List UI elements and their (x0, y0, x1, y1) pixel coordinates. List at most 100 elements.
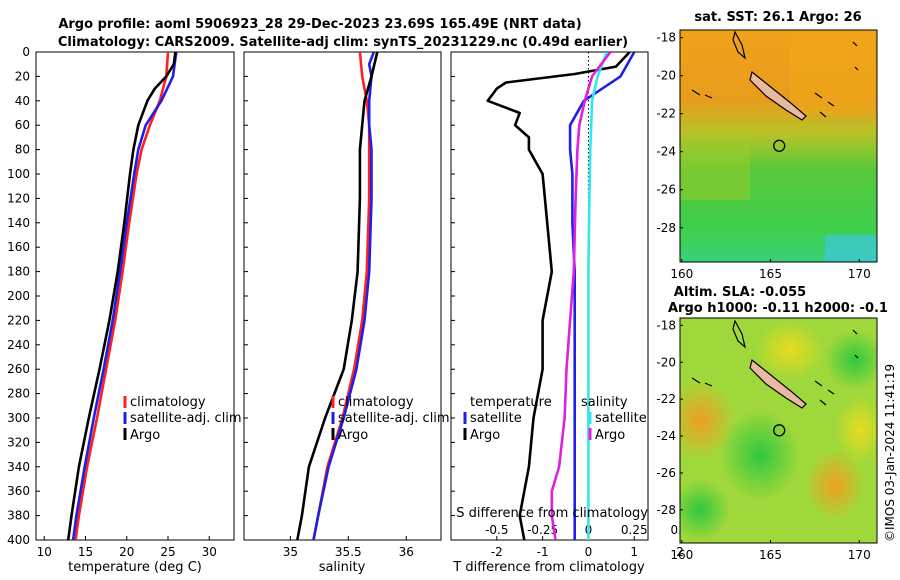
temperature-axes (35, 51, 235, 541)
sst-map-title: sat. SST: 26.1 Argo: 26 (694, 10, 861, 25)
sla-map-frame (679, 317, 878, 544)
credit-text: ©IMOS 03-Jan-2024 11:41:19 (883, 364, 897, 542)
temperature-satellite-line (71, 52, 178, 540)
s-diff-tick-label: -0.5 (485, 523, 508, 537)
depth-tick-label: 280 (7, 387, 30, 401)
depth-tick-label: 260 (7, 362, 30, 376)
legend-label-t-argo: Argo (470, 428, 500, 443)
map-lon-label: 170 (848, 548, 871, 562)
map-lat-label: -28 (656, 503, 676, 517)
depth-tick-label: 200 (7, 289, 30, 303)
sst-island-outline-north (732, 30, 746, 60)
map-lon-label: 165 (759, 267, 782, 281)
sla-map-title-line2: Argo h1000: -0.11 h2000: -0.1 (668, 301, 888, 316)
temperature-legend: climatology satellite-adj. clim Argo (123, 395, 242, 443)
x-tick-label: 35.5 (335, 545, 362, 559)
legend-title-salinity: salinity (581, 395, 628, 410)
sla-small-islands (691, 329, 859, 406)
depth-tick-label: 0 (22, 45, 30, 59)
temperature-argo-line (66, 52, 177, 540)
argo-location-marker (773, 424, 786, 437)
map-lat-label: -28 (656, 221, 676, 235)
depth-tick-label: 160 (7, 240, 30, 254)
map-lon-label: 160 (670, 267, 693, 281)
sst-map-frame (679, 29, 878, 263)
depth-tick-label: 20 (15, 69, 30, 83)
legend-label-satellite: satellite-adj. clim (130, 411, 242, 426)
sst-map: 160 165 170 -18 -20 -22 -24 -26 -28 (656, 29, 878, 281)
map-lat-label: -18 (656, 318, 676, 332)
map-lat-label: -18 (656, 31, 676, 45)
sst-mid-patch (680, 140, 750, 200)
salinity-argo-line (296, 52, 379, 540)
x-tick-label: 20 (119, 545, 134, 559)
map-lat-label: -26 (656, 183, 676, 197)
t-difference-xlabel: T difference from climatology (452, 560, 645, 575)
s-diff-satellite-line (587, 52, 609, 540)
s-diff-tick-label: 0.25 (621, 523, 648, 537)
legend-label-climatology: climatology (130, 395, 206, 410)
x-tick-label: 10 (37, 545, 52, 559)
x-tick-label: 35 (283, 545, 298, 559)
legend-label-climatology: climatology (338, 395, 414, 410)
sla-high-patch (680, 380, 735, 460)
depth-tick-label: 240 (7, 338, 30, 352)
map-lat-label: -22 (656, 107, 676, 121)
x-tick-label: 0 (585, 545, 593, 559)
depth-tick-label: 380 (7, 509, 30, 523)
legend-label-argo: Argo (338, 428, 368, 443)
depth-tick-label: 360 (7, 484, 30, 498)
x-tick-label: 15 (78, 545, 93, 559)
sst-warm-patch (790, 35, 875, 115)
title-line1: Argo profile: aoml 5906923_28 29-Dec-202… (58, 17, 581, 32)
x-tick-label: 2 (676, 545, 684, 559)
depth-tick-label: 180 (7, 265, 30, 279)
salinity-axes (243, 51, 442, 541)
sla-new-caledonia (749, 358, 807, 409)
sla-map-ticks: 160 165 170 -18 -20 -22 -24 -26 -28 (656, 318, 870, 562)
legend-label-s-argo: Argo (595, 428, 625, 443)
map-lon-label: 160 (670, 548, 693, 562)
map-lon-label: 170 (848, 267, 871, 281)
x-tick-label: 30 (202, 545, 217, 559)
sla-mid-patch (835, 395, 877, 465)
map-lat-label: -22 (656, 392, 676, 406)
x-tick-label: -2 (491, 545, 503, 559)
sla-low-patch (825, 330, 877, 390)
depth-tick-label: 320 (7, 435, 30, 449)
sst-map-ticks: 160 165 170 -18 -20 -22 -24 -26 -28 (656, 31, 870, 281)
depth-tick-label: 400 (7, 533, 30, 547)
x-tick-label: 1 (630, 545, 638, 559)
title-line2: Climatology: CARS2009. Satellite-adj cli… (58, 35, 628, 50)
legend-label-satellite: satellite-adj. clim (338, 411, 450, 426)
sla-map-title-line1: Altim. SLA: -0.055 (674, 285, 806, 300)
legend-label-t-satellite: satellite (470, 411, 522, 426)
sst-small-islands (691, 41, 859, 118)
depth-tick-label: 60 (15, 118, 30, 132)
salinity-legend: climatology satellite-adj. clim Argo (331, 395, 450, 443)
temperature-xlabel: temperature (deg C) (68, 560, 202, 575)
depth-tick-label: 100 (7, 167, 30, 181)
x-tick-label: 25 (160, 545, 175, 559)
map-lat-label: -24 (656, 429, 676, 443)
depth-tick-label: 120 (7, 191, 30, 205)
sst-new-caledonia (749, 70, 807, 121)
map-lon-label: 165 (759, 548, 782, 562)
depth-tick-label: 300 (7, 411, 30, 425)
s-difference-xlabel: S difference from climatology (456, 506, 648, 521)
x-tick-label: 36 (399, 545, 414, 559)
legend-title-temperature: temperature (470, 395, 552, 410)
sla-map: 160 165 170 -18 -20 -22 -24 -26 -28 (656, 317, 878, 562)
sla-island-outline-north (732, 319, 746, 349)
s-diff-argo-line (550, 52, 612, 540)
sla-high-patch (805, 450, 865, 520)
sst-cool-patch (825, 235, 877, 262)
depth-tick-label: 80 (15, 143, 30, 157)
sla-mid-patch (755, 320, 825, 380)
salinity-xlabel: salinity (319, 560, 366, 575)
legend-label-s-satellite: satellite (595, 411, 647, 426)
s-diff-tick-label: -0.25 (527, 523, 558, 537)
depth-tick-label: 340 (7, 460, 30, 474)
